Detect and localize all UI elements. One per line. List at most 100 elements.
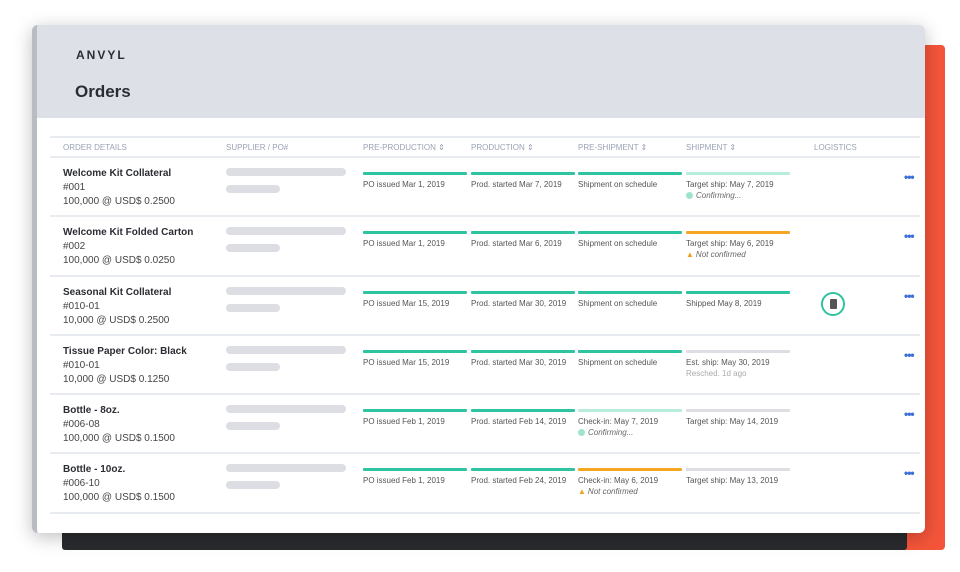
- stage-substatus-text: Not confirmed: [587, 487, 638, 497]
- stage-progress-bar: [471, 172, 575, 175]
- stage-pre-production: PO issued Feb 1, 2019: [363, 468, 467, 485]
- col-shipment-header[interactable]: SHIPMENT ⇕: [686, 143, 737, 152]
- stage-status: Check-in: May 7, 2019: [578, 417, 659, 427]
- supplier-placeholder: [226, 345, 346, 354]
- more-actions-button[interactable]: •••: [904, 407, 915, 422]
- stage-progress-bar: [363, 290, 467, 294]
- stage-pre-shipment: Shipment on schedule: [578, 349, 682, 367]
- po-placeholder: [226, 362, 280, 371]
- stage-production: Prod. started Mar 6, 2019: [471, 231, 575, 248]
- stage-status: Shipment on schedule: [578, 239, 658, 249]
- order-name[interactable]: Seasonal Kit Collateral: [63, 286, 172, 298]
- warning-icon: ▲: [578, 487, 586, 497]
- stage-substatus-text: Confirming...: [696, 191, 742, 200]
- order-po: #010-01: [63, 300, 100, 312]
- stage-production: Prod. started Mar 7, 2019: [471, 172, 575, 189]
- stage-status: PO issued Mar 1, 2019: [363, 180, 445, 189]
- stage-status: PO issued Mar 1, 2019: [363, 239, 445, 249]
- order-quantity: 100,000 @ USD$ 0.1500: [63, 433, 175, 445]
- stage-progress-bar: [363, 409, 467, 413]
- stage-status: Shipped May 8, 2019: [686, 298, 762, 308]
- stage-pre-shipment: Shipment on schedule: [578, 231, 682, 248]
- order-name[interactable]: Welcome Kit Folded Carton: [63, 227, 194, 239]
- more-actions-button[interactable]: •••: [904, 170, 915, 184]
- more-actions-button[interactable]: •••: [904, 347, 915, 362]
- table-row[interactable]: Tissue Paper Color: Black #010-01 10,000…: [50, 336, 920, 396]
- po-placeholder: [226, 244, 280, 253]
- more-actions-button[interactable]: •••: [904, 288, 915, 303]
- clock-icon: [686, 192, 693, 199]
- stage-status: Check-in: May 6, 2019: [578, 476, 659, 486]
- stage-progress-bar: [578, 409, 682, 413]
- col-production-header[interactable]: PRODUCTION ⇕: [471, 143, 534, 152]
- stage-substatus: Confirming...: [578, 428, 682, 437]
- stage-pre-shipment: Check-in: May 6, 2019 ▲ Not confirmed: [578, 468, 682, 496]
- stage-status: Target ship: May 13, 2019: [686, 476, 779, 486]
- stage-status: Shipment on schedule: [578, 180, 658, 189]
- stage-pre-shipment: Shipment on schedule: [578, 172, 682, 189]
- stage-progress-bar: [686, 290, 790, 294]
- stage-status: Shipment on schedule: [578, 298, 658, 308]
- stage-progress-bar: [578, 231, 682, 235]
- col-pre-shipment-header[interactable]: PRE-SHIPMENT ⇕: [578, 143, 648, 152]
- stage-status: Prod. started Mar 30, 2019: [471, 357, 567, 367]
- stage-progress-bar: [686, 409, 790, 413]
- supplier-placeholder: [226, 227, 346, 236]
- supplier-placeholder: [226, 168, 346, 176]
- order-name[interactable]: Bottle - 10oz.: [63, 464, 126, 476]
- table-body: Welcome Kit Collateral #001 100,000 @ US…: [50, 158, 920, 514]
- stage-status: Prod. started Mar 30, 2019: [471, 298, 567, 308]
- stage-shipment: Target ship: May 13, 2019: [686, 468, 790, 485]
- stage-substatus-text: Not confirmed: [695, 250, 746, 260]
- table-header: ORDER DETAILS SUPPLIER / PO# PRE-PRODUCTIO…: [50, 136, 920, 158]
- stage-status: Shipment on schedule: [578, 357, 658, 367]
- warning-icon: ▲: [686, 250, 694, 260]
- page-title: Orders: [75, 82, 131, 101]
- stage-substatus: ▲ Not confirmed: [686, 250, 790, 259]
- order-name[interactable]: Tissue Paper Color: Black: [63, 345, 187, 357]
- stage-progress-bar: [578, 468, 682, 472]
- stage-pre-production: PO issued Mar 1, 2019: [363, 231, 467, 248]
- col-order-details-header: ORDER DETAILS: [63, 143, 127, 152]
- stage-production: Prod. started Mar 30, 2019: [471, 290, 575, 308]
- order-name[interactable]: Bottle - 8oz.: [63, 405, 120, 417]
- stage-shipment: Shipped May 8, 2019: [686, 290, 790, 308]
- order-po: #001: [63, 182, 86, 193]
- col-pre-production-header[interactable]: PRE-PRODUCTION ⇕: [363, 143, 445, 152]
- table-row[interactable]: Seasonal Kit Collateral #010-01 10,000 @…: [50, 277, 920, 336]
- order-name[interactable]: Welcome Kit Collateral: [63, 168, 172, 179]
- document-icon: [829, 298, 837, 309]
- table-row[interactable]: Welcome Kit Folded Carton #002 100,000 @…: [50, 217, 920, 277]
- logistics-status-icon[interactable]: [821, 291, 845, 316]
- stage-shipment: Target ship: May 6, 2019 ▲ Not confirmed: [686, 231, 790, 259]
- more-actions-button[interactable]: •••: [904, 466, 915, 481]
- table-row[interactable]: Bottle - 8oz. #006-08 100,000 @ USD$ 0.1…: [50, 395, 920, 455]
- supplier-placeholder: [226, 405, 346, 414]
- col-supplier-header: SUPPLIER / PO#: [226, 143, 289, 152]
- stage-shipment: Target ship: May 7, 2019 Confirming...: [686, 172, 790, 200]
- table-row[interactable]: Welcome Kit Collateral #001 100,000 @ US…: [50, 158, 920, 218]
- order-quantity: 100,000 @ USD$ 0.1500: [63, 492, 175, 504]
- stage-progress-bar: [471, 231, 575, 235]
- stage-status: PO issued Mar 15, 2019: [363, 357, 450, 367]
- orders-window: ANVYL Orders ORDER DETAILS SUPPLIER / PO#…: [32, 25, 925, 533]
- supplier-placeholder: [226, 286, 346, 295]
- order-po: #010-01: [63, 359, 100, 371]
- stage-status: Prod. started Mar 6, 2019: [471, 239, 562, 249]
- stage-progress-bar: [578, 290, 682, 294]
- order-po: #002: [63, 241, 86, 253]
- header: ANVYL Orders: [37, 25, 925, 118]
- order-quantity: 10,000 @ USD$ 0.2500: [63, 314, 170, 326]
- stage-status: Prod. started Feb 24, 2019: [471, 476, 567, 486]
- stage-progress-bar: [363, 468, 467, 472]
- stage-progress-bar: [686, 468, 790, 472]
- table-row[interactable]: Bottle - 10oz. #006-10 100,000 @ USD$ 0.…: [50, 454, 920, 514]
- stage-status: Target ship: May 14, 2019: [686, 417, 779, 427]
- stage-progress-bar: [686, 231, 790, 235]
- stage-status: Prod. started Mar 7, 2019: [471, 180, 562, 189]
- stage-substatus-text: Resched. 1d ago: [686, 368, 747, 378]
- more-actions-button[interactable]: •••: [904, 229, 915, 244]
- po-placeholder: [226, 481, 280, 490]
- stage-production: Prod. started Feb 24, 2019: [471, 468, 575, 485]
- stage-progress-bar: [578, 172, 682, 175]
